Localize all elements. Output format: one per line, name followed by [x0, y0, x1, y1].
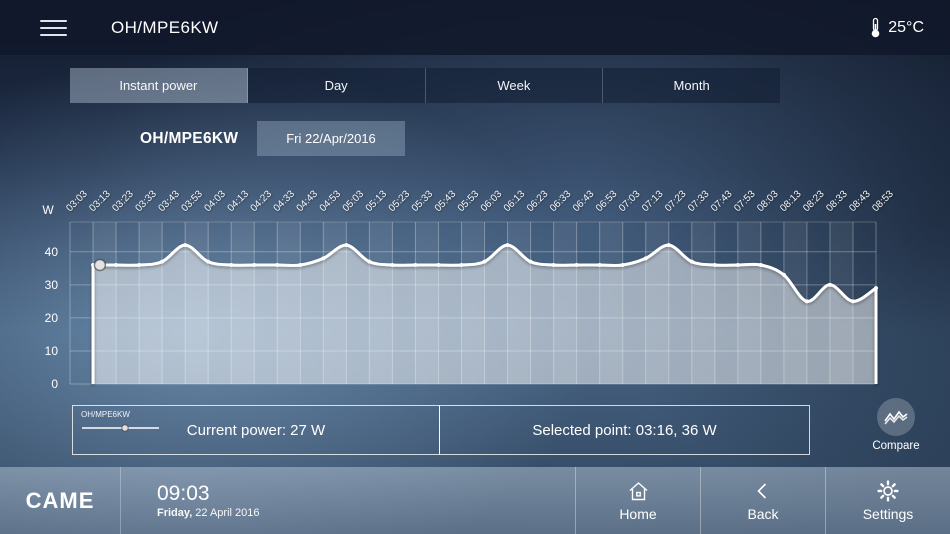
settings-label: Settings — [862, 506, 914, 522]
svg-text:04:33: 04:33 — [272, 188, 298, 214]
settings-button[interactable]: Settings — [825, 467, 950, 534]
thermometer-icon — [871, 17, 880, 37]
selected-point-text: Selected point: 03:16, 36 W — [532, 421, 717, 439]
svg-text:07:43: 07:43 — [709, 188, 735, 214]
svg-text:06:43: 06:43 — [571, 188, 597, 214]
clock-date-rest: 22 April 2016 — [195, 506, 260, 519]
legend-label: OH/MPE6KW — [81, 410, 130, 419]
svg-text:0: 0 — [51, 377, 58, 391]
svg-text:04:23: 04:23 — [249, 188, 275, 214]
tab-day[interactable]: Day — [247, 68, 426, 103]
svg-text:W: W — [42, 203, 54, 217]
svg-text:08:43: 08:43 — [847, 188, 873, 214]
svg-text:04:53: 04:53 — [318, 188, 344, 214]
svg-text:08:23: 08:23 — [801, 188, 827, 214]
back-button[interactable]: Back — [700, 467, 825, 534]
date-selector-button[interactable]: Fri 22/Apr/2016 — [257, 121, 405, 156]
svg-text:03:13: 03:13 — [87, 188, 113, 214]
svg-text:06:03: 06:03 — [479, 188, 505, 214]
svg-text:07:03: 07:03 — [617, 188, 643, 214]
svg-text:03:23: 03:23 — [110, 188, 136, 214]
svg-text:06:23: 06:23 — [525, 188, 551, 214]
svg-text:30: 30 — [45, 278, 59, 292]
svg-text:40: 40 — [45, 245, 59, 259]
svg-text:03:03: 03:03 — [64, 188, 90, 214]
compare-label: Compare — [872, 440, 920, 452]
temperature-value: 25°C — [888, 18, 924, 36]
svg-text:05:13: 05:13 — [364, 188, 390, 214]
svg-text:07:13: 07:13 — [640, 188, 666, 214]
device-name: OH/MPE6KW — [140, 130, 239, 147]
bottom-bar: CAME 09:03 Friday, 22 April 2016 Home Bac… — [0, 467, 950, 534]
svg-text:10: 10 — [45, 344, 59, 358]
svg-text:06:33: 06:33 — [548, 188, 574, 214]
clock-date: Friday, 22 April 2016 — [157, 507, 575, 519]
home-label: Home — [619, 506, 657, 522]
svg-text:07:23: 07:23 — [663, 188, 689, 214]
clock-day: Friday, — [157, 506, 193, 519]
svg-text:08:33: 08:33 — [824, 188, 850, 214]
top-bar: OH/MPE6KW 25°C — [0, 0, 950, 55]
clock-time: 09:03 — [157, 482, 210, 506]
svg-text:20: 20 — [45, 311, 59, 325]
svg-text:08:03: 08:03 — [755, 188, 781, 214]
selected-point-box: Selected point: 03:16, 36 W — [439, 405, 810, 455]
svg-text:07:53: 07:53 — [732, 188, 758, 214]
svg-text:03:33: 03:33 — [133, 188, 159, 214]
back-chevron-icon — [757, 483, 767, 499]
home-button[interactable]: Home — [575, 467, 700, 534]
svg-text:04:13: 04:13 — [226, 188, 252, 214]
svg-text:04:03: 04:03 — [203, 188, 229, 214]
svg-text:05:53: 05:53 — [456, 188, 482, 214]
svg-text:08:53: 08:53 — [870, 188, 896, 214]
tab-bar: Instant power Day Week Month — [70, 68, 780, 103]
power-chart[interactable]: 03:0303:1303:2303:3303:4303:5304:0304:13… — [30, 160, 900, 400]
tab-instant-power[interactable]: Instant power — [70, 68, 248, 103]
current-power-box: OH/MPE6KW Current power: 27 W — [72, 405, 440, 455]
current-power-text: Current power: 27 W — [186, 421, 326, 439]
came-logo: CAME — [25, 487, 95, 513]
svg-text:05:23: 05:23 — [387, 188, 413, 214]
svg-text:03:43: 03:43 — [156, 188, 182, 214]
menu-icon[interactable] — [40, 19, 67, 36]
svg-text:03:53: 03:53 — [179, 188, 205, 214]
svg-text:05:33: 05:33 — [410, 188, 436, 214]
tab-month[interactable]: Month — [603, 68, 780, 103]
clock: 09:03 Friday, 22 April 2016 — [120, 467, 575, 534]
page-title: OH/MPE6KW — [111, 17, 219, 37]
temperature-indicator: 25°C — [870, 17, 924, 39]
compare-icon — [877, 398, 915, 436]
svg-text:06:53: 06:53 — [594, 188, 620, 214]
gear-icon — [877, 480, 899, 502]
compare-button[interactable]: Compare — [864, 398, 928, 452]
svg-text:08:13: 08:13 — [778, 188, 804, 214]
chart-legend[interactable]: OH/MPE6KW — [81, 410, 171, 434]
svg-text:04:43: 04:43 — [295, 188, 321, 214]
svg-text:06:13: 06:13 — [502, 188, 528, 214]
svg-text:05:03: 05:03 — [341, 188, 367, 214]
svg-text:07:33: 07:33 — [686, 188, 712, 214]
tab-week[interactable]: Week — [425, 68, 604, 103]
svg-text:05:43: 05:43 — [433, 188, 459, 214]
back-label: Back — [747, 506, 779, 522]
legend-line-icon — [82, 423, 159, 432]
home-icon — [629, 482, 647, 501]
